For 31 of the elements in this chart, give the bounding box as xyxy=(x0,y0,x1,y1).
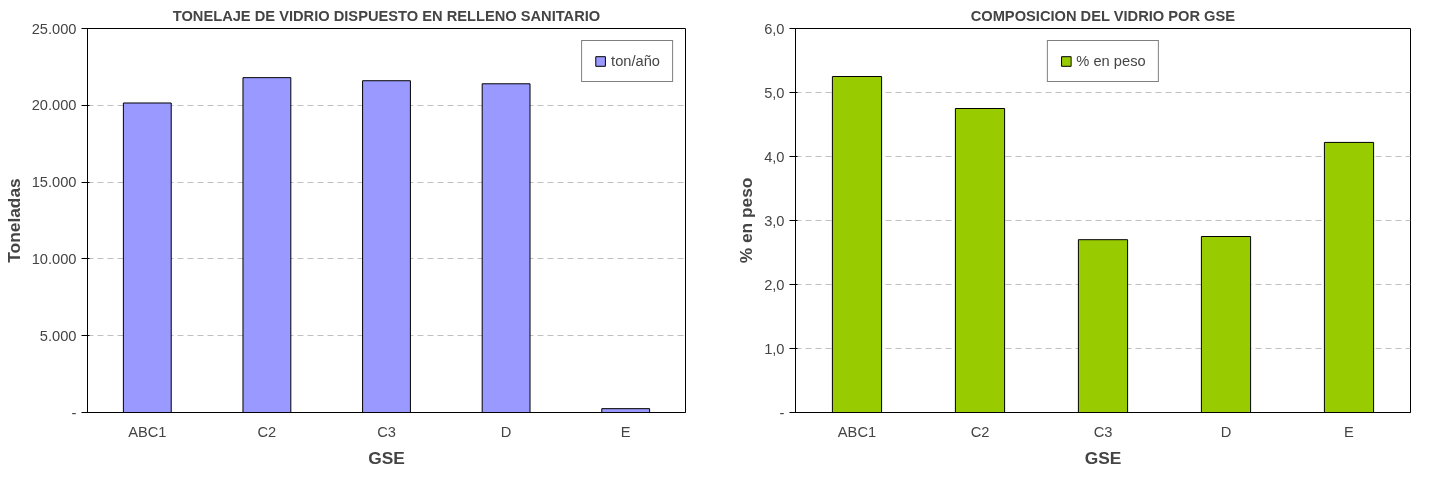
x-tick-label: C2 xyxy=(257,423,277,440)
x-tick-label: ABC1 xyxy=(128,423,167,440)
y-tick-label: 3,0 xyxy=(764,212,785,229)
x-tick-label: C3 xyxy=(1093,423,1113,440)
x-tick-label: D xyxy=(500,423,512,440)
y-tick-label: 15.000 xyxy=(31,174,77,191)
y-tick-label: 2,0 xyxy=(764,276,785,293)
x-tick-label: C2 xyxy=(970,423,990,440)
y-tick-label: 20.000 xyxy=(31,97,77,114)
legend-label: ton/año xyxy=(611,53,660,69)
x-tick-label: ABC1 xyxy=(837,423,877,440)
y-axis-title: % en peso xyxy=(736,177,757,264)
chart-title: COMPOSICION DEL VIDRIO POR GSE xyxy=(970,7,1236,24)
y-tick-label: 25.000 xyxy=(31,20,77,37)
y-tick-label: 6,0 xyxy=(764,20,785,37)
y-tick-label: 5.000 xyxy=(39,327,77,344)
x-tick-label: D xyxy=(1220,423,1232,440)
y-tick-label: - xyxy=(779,404,785,421)
y-tick-label: 1,0 xyxy=(764,340,785,357)
x-tick-label: E xyxy=(1344,423,1355,440)
chart-title: TONELAJE DE VIDRIO DISPUESTO EN RELLENO SANITARIO xyxy=(172,7,601,24)
y-tick-label: 4,0 xyxy=(764,148,785,165)
y-tick-label: - xyxy=(71,404,77,421)
y-axis-title: Toneladas xyxy=(3,178,24,263)
x-axis-title: GSE xyxy=(1084,447,1122,468)
x-tick-label: E xyxy=(620,423,631,440)
y-tick-label: 10.000 xyxy=(31,250,77,267)
y-tick-label: 5,0 xyxy=(764,84,785,101)
legend-label: % en peso xyxy=(1076,53,1146,69)
x-tick-label: C3 xyxy=(377,423,396,440)
x-axis-title: GSE xyxy=(368,447,405,468)
